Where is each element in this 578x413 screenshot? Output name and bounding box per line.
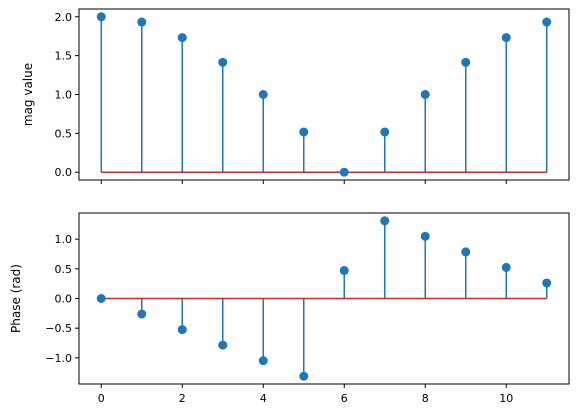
stem-marker <box>137 17 147 27</box>
y-tick-label: 1.5 <box>55 50 73 63</box>
stem-marker <box>258 90 268 99</box>
x-tick-label: 0 <box>98 392 105 405</box>
stem-marker <box>420 90 430 99</box>
y-tick-label: 0.0 <box>55 166 73 179</box>
x-tick-label: 6 <box>341 392 348 405</box>
stem-marker <box>258 356 268 366</box>
axes-frame <box>78 8 570 181</box>
stem-marker <box>339 167 349 177</box>
x-tick-label: 4 <box>260 392 267 405</box>
stem-marker <box>299 127 309 137</box>
stem-marker <box>420 231 430 241</box>
stem-marker <box>299 371 309 381</box>
stem-marker <box>380 216 390 226</box>
stem-marker <box>542 278 552 288</box>
y-axis-label: Phase (rad) <box>9 264 23 333</box>
stem-marker <box>542 17 552 27</box>
y-tick-label: 1.0 <box>55 233 73 246</box>
y-tick-label: 0.0 <box>55 293 73 306</box>
x-tick-label: 2 <box>179 392 186 405</box>
magnitude-subplot: 0.0 0.5 1.0 1.5 2.0 mag value <box>21 8 570 184</box>
stem-marker <box>177 325 187 335</box>
x-tick-label: 10 <box>499 392 513 405</box>
y-tick-label: 2.0 <box>55 11 73 24</box>
stem-marker <box>339 266 349 276</box>
stem-marker <box>218 57 228 67</box>
y-tick-label: −1.0 <box>45 352 72 365</box>
stem-marker <box>380 127 390 137</box>
y-tick-label: 0.5 <box>55 263 73 276</box>
stem-marker <box>96 12 106 22</box>
x-tick-label: 8 <box>422 392 429 405</box>
stem-marker <box>218 340 228 350</box>
axes-frame <box>78 212 570 385</box>
stem-marker <box>177 33 187 43</box>
stem-marker <box>461 247 471 257</box>
stem-marker <box>501 262 511 272</box>
stem-marker <box>461 57 471 67</box>
y-tick-label: 1.0 <box>55 89 73 102</box>
y-axis-label: mag value <box>21 63 35 126</box>
y-tick-label: 0.5 <box>55 127 73 140</box>
phase-subplot: −1.0 −0.5 0.0 0.5 1.0 0 2 4 6 8 10 Phase (rad) <box>9 212 570 405</box>
stem-marker <box>137 309 147 319</box>
stem-marker <box>501 33 511 43</box>
y-tick-label: −0.5 <box>45 322 72 335</box>
stem-marker <box>96 294 106 303</box>
